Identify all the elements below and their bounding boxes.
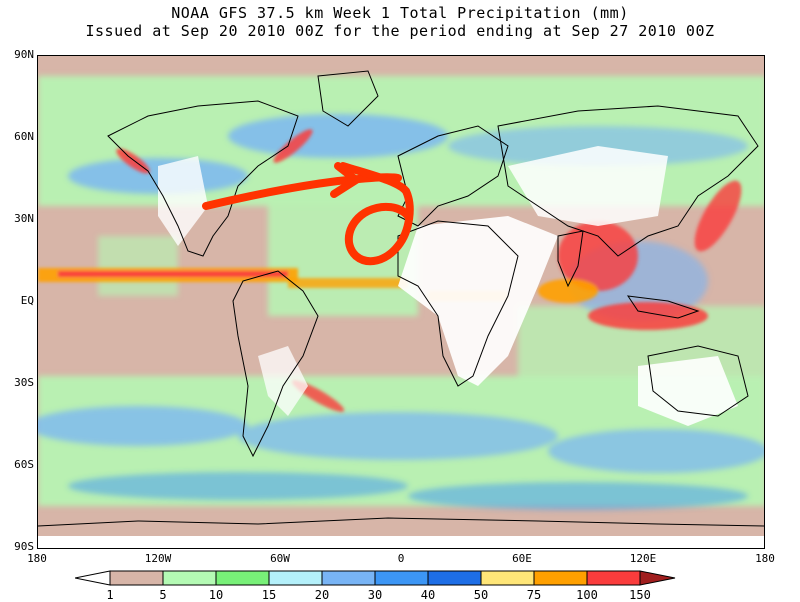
colorbar-segment: [215, 570, 270, 586]
coastlines: [38, 70, 764, 527]
colorbar-segment: [427, 570, 482, 586]
lat-label-30s: 30S: [14, 376, 34, 389]
lat-label-eq: EQ: [20, 294, 34, 307]
lon-label-60w: 60W: [270, 552, 290, 565]
map-title: NOAA GFS 37.5 km Week 1 Total Precipitat…: [171, 4, 629, 22]
precipitation-map: [37, 55, 765, 549]
lat-label-30n: 30N: [14, 212, 34, 225]
colorbar-tick-label: 20: [314, 588, 330, 602]
colorbar-tick-label: 150: [629, 588, 651, 602]
colorbar-tick-label: 15: [261, 588, 277, 602]
colorbar-tick-label: 75: [526, 588, 542, 602]
lon-label-0: 0: [397, 552, 405, 565]
colorbar-segment: [321, 570, 376, 586]
map-subtitle: Issued at Sep 20 2010 00Z for the period…: [85, 22, 715, 40]
colorbar-tick-label: 50: [473, 588, 489, 602]
lon-label-120w: 120W: [144, 552, 172, 565]
lon-label-120e: 120E: [629, 552, 657, 565]
colorbar-segment: [533, 570, 588, 586]
colorbar-segment: [268, 570, 323, 586]
map-canvas: [38, 56, 764, 548]
annotation-arrow: [202, 162, 414, 266]
lat-label-60s: 60S: [14, 458, 34, 471]
colorbar-segment: [109, 570, 164, 586]
colorbar-segment: [639, 570, 676, 586]
colorbar-tick-label: 40: [420, 588, 436, 602]
lat-label-90s: 90S: [14, 540, 34, 553]
colorbar-tick-label: 100: [576, 588, 598, 602]
colorbar-tick-label: 1: [106, 588, 114, 602]
colorbar-segment: [162, 570, 217, 586]
dry-land-areas: [38, 146, 764, 548]
colorbar-segment: [374, 570, 429, 586]
colorbar-tick-label: 5: [159, 588, 167, 602]
colorbar-segment: [75, 570, 111, 586]
lat-label-60n: 60N: [14, 130, 34, 143]
colorbar-tick-label: 30: [367, 588, 383, 602]
lon-label-180e: 180: [755, 552, 775, 565]
lon-label-180w: 180: [27, 552, 47, 565]
colorbar-segment: [480, 570, 535, 586]
colorbar: [75, 570, 676, 586]
lon-label-60e: 60E: [512, 552, 532, 565]
colorbar-segment: [586, 570, 641, 586]
colorbar-tick-label: 10: [208, 588, 224, 602]
lat-label-90n: 90N: [14, 48, 34, 61]
heavy-precip-bands: [38, 129, 742, 412]
